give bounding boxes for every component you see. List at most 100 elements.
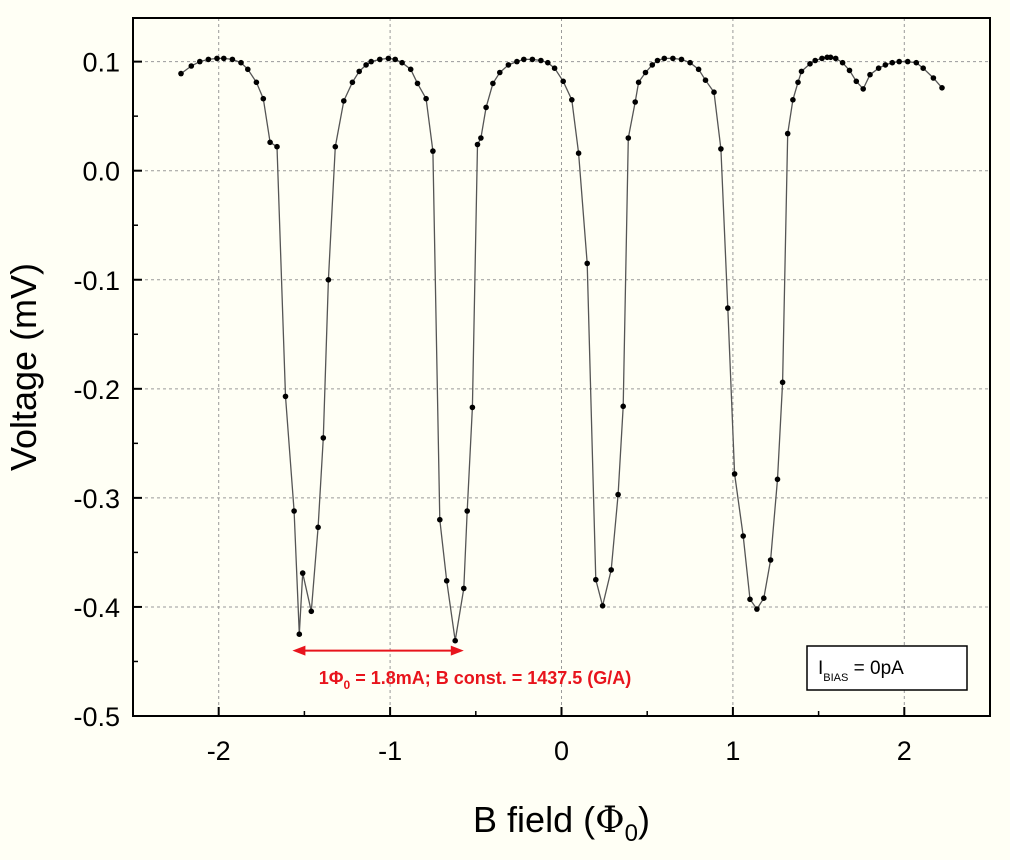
data-point xyxy=(642,69,649,76)
data-point xyxy=(620,403,626,410)
data-point xyxy=(718,146,724,152)
data-point xyxy=(253,79,260,86)
data-point xyxy=(514,58,520,65)
data-point xyxy=(296,631,303,637)
data-point xyxy=(913,59,920,66)
data-point xyxy=(795,79,801,86)
data-point xyxy=(846,67,853,74)
data-point xyxy=(670,55,676,62)
data-point xyxy=(599,603,606,609)
data-point xyxy=(332,143,339,150)
data-point xyxy=(299,570,306,576)
data-point xyxy=(197,58,203,65)
data-point xyxy=(377,56,383,63)
data-point xyxy=(649,62,656,68)
legend-box: IBIAS = 0pA xyxy=(806,645,968,691)
data-point xyxy=(551,65,558,71)
data-point xyxy=(731,471,738,477)
data-point xyxy=(875,65,882,71)
data-point xyxy=(274,143,280,150)
data-point xyxy=(839,59,846,66)
x-axis-title-subscript: 0 xyxy=(625,820,638,847)
data-point xyxy=(740,533,746,539)
x-axis-title-main: B field ( xyxy=(473,799,595,840)
data-point xyxy=(399,59,405,66)
data-point xyxy=(229,56,236,63)
grid xyxy=(133,18,990,716)
data-point xyxy=(560,78,566,85)
y-tick-label: -0.5 xyxy=(73,702,120,732)
period-arrow-head-right xyxy=(450,645,464,656)
data-point xyxy=(341,98,347,104)
data-point xyxy=(608,567,614,573)
data-point xyxy=(832,55,839,62)
data-point xyxy=(214,55,220,62)
data-point xyxy=(188,63,195,69)
data-point xyxy=(798,68,805,75)
data-point xyxy=(385,55,392,62)
data-point xyxy=(521,56,527,63)
data-point xyxy=(282,393,289,400)
data-point xyxy=(349,79,356,86)
data-point xyxy=(414,80,421,87)
x-axis-title-close: ) xyxy=(638,799,650,840)
data-point xyxy=(392,56,399,63)
data-point xyxy=(812,57,818,64)
y-tick-label: -0.4 xyxy=(73,593,120,623)
data-point xyxy=(221,55,227,62)
data-point xyxy=(461,585,467,592)
data-point xyxy=(584,260,590,267)
data-point xyxy=(661,55,668,62)
data-point xyxy=(368,58,375,65)
y-tick-label: 0.0 xyxy=(82,157,120,187)
y-tick-label: 0.1 xyxy=(82,48,120,78)
x-axis-title-symbol: Φ xyxy=(595,800,625,841)
data-point xyxy=(407,66,414,73)
data-point xyxy=(754,606,760,612)
data-point xyxy=(474,141,481,148)
data-point xyxy=(889,59,896,66)
data-point xyxy=(443,578,450,584)
data-point xyxy=(807,61,813,67)
data-point xyxy=(860,86,866,92)
period-arrow-head-left xyxy=(292,645,306,656)
data-point xyxy=(615,491,621,498)
data-point xyxy=(790,97,796,103)
x-tick-label: -1 xyxy=(378,736,402,766)
y-axis-title: Voltage (mV) xyxy=(3,263,44,471)
axis-ticks: -2 -1 0 1 2 0.1 0.0 -0.1 -0.2 -0.3 -0.4 -0.5 xyxy=(73,48,991,766)
data-point xyxy=(469,404,476,411)
data-point xyxy=(867,71,873,78)
data-point xyxy=(593,576,599,583)
x-tick-label: 0 xyxy=(554,736,569,766)
data-point xyxy=(747,596,753,603)
data-point xyxy=(632,99,638,105)
y-tick-label: -0.2 xyxy=(73,375,120,405)
data-point xyxy=(490,80,496,87)
data-point xyxy=(437,516,443,523)
data-point xyxy=(687,59,693,66)
data-point xyxy=(430,148,436,154)
data-point xyxy=(325,277,332,283)
data-point xyxy=(939,85,945,91)
data-point xyxy=(904,58,911,65)
x-tick-label: -2 xyxy=(207,736,231,766)
data-point xyxy=(575,150,582,156)
data-point xyxy=(678,56,685,63)
data-point xyxy=(483,104,489,111)
x-tick-label: 1 xyxy=(725,736,740,766)
x-axis-title: B field (Φ0) xyxy=(473,799,650,847)
data-point xyxy=(853,78,860,85)
period-annotation: 1Φ0 = 1.8mA; B const. = 1437.5 (G/A) xyxy=(292,645,632,692)
data-point xyxy=(178,70,184,77)
data-point xyxy=(538,57,544,64)
period-annotation-text: 1Φ0 = 1.8mA; B const. = 1437.5 (G/A) xyxy=(319,668,632,692)
data-point xyxy=(711,89,717,95)
data-point xyxy=(882,62,889,68)
data-point xyxy=(423,95,429,102)
data-point xyxy=(363,62,369,68)
data-point xyxy=(320,435,327,441)
data-point xyxy=(774,476,781,483)
